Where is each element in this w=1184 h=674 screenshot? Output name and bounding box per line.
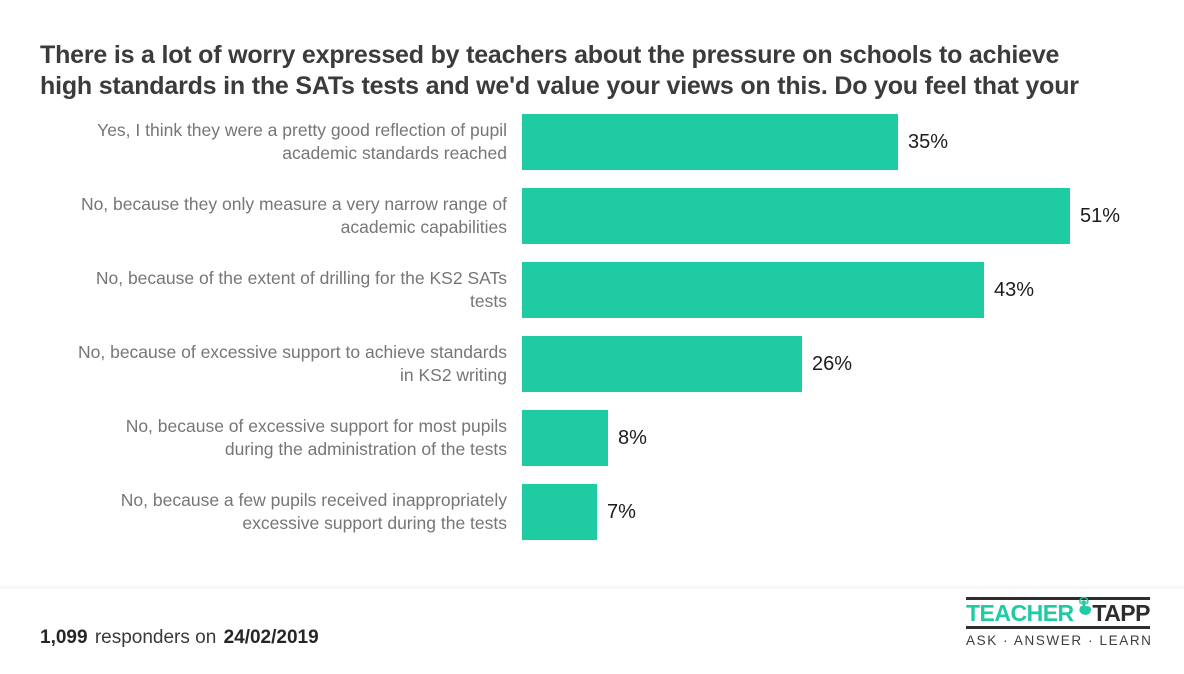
logo-top-rule [966, 597, 1150, 600]
responders-count: 1,099 [40, 627, 88, 648]
bar-row: Yes, I think they were a pretty good ref… [0, 114, 1184, 170]
bar-row: No, because they only measure a very nar… [0, 188, 1184, 244]
category-label: No, because a few pupils received inappr… [120, 490, 507, 533]
bar [522, 262, 984, 318]
logo-tagline: ASK · ANSWER · LEARN [966, 633, 1153, 648]
footer-divider [0, 586, 1184, 589]
category-label: No, because of excessive support to achi… [78, 342, 507, 385]
bar-row: No, because of the extent of drilling fo… [0, 262, 1184, 318]
chart-title: There is a lot of worry expressed by tea… [40, 40, 1154, 102]
bar-value-label: 26% [812, 352, 853, 375]
category-label: No, because of excessive support for mos… [125, 416, 507, 459]
bar-value-label: 35% [908, 130, 949, 153]
footer-date: 24/02/2019 [223, 627, 319, 648]
bar-track: 51% [522, 188, 1184, 244]
bar-track: 35% [522, 114, 1184, 170]
chart-title-line-1: There is a lot of worry expressed by tea… [40, 41, 1060, 69]
bar-row: No, because a few pupils received inappr… [0, 484, 1184, 540]
bar-track: 43% [522, 262, 1184, 318]
bar [522, 484, 597, 540]
bar-row: No, because of excessive support for mos… [0, 410, 1184, 466]
tap-hand-icon [1078, 596, 1091, 615]
responders-text: responders on [94, 627, 217, 648]
logo-brand-teacher: TEACHER [966, 600, 1074, 626]
category-label: No, because they only measure a very nar… [80, 194, 507, 237]
bar-track: 26% [522, 336, 1184, 392]
bar-chart: Yes, I think they were a pretty good ref… [0, 114, 1184, 540]
bar-track: 7% [522, 484, 1184, 540]
logo-wordmark: TEACHER TAPP [966, 591, 1150, 629]
category-label: No, because of the extent of drilling fo… [95, 268, 507, 311]
logo-brand-tapp: TAPP [1092, 600, 1150, 626]
chart-title-line-2: high standards in the SATs tests and we'… [40, 72, 1079, 100]
bar [522, 336, 802, 392]
bar [522, 188, 1070, 244]
category-label: Yes, I think they were a pretty good ref… [97, 120, 507, 163]
bar-value-label: 8% [618, 426, 647, 449]
bar-value-label: 7% [607, 500, 636, 523]
bar-track: 8% [522, 410, 1184, 466]
bar [522, 410, 608, 466]
bar-value-label: 51% [1080, 204, 1121, 227]
bar-row: No, because of excessive support to achi… [0, 336, 1184, 392]
bar-value-label: 43% [994, 278, 1035, 301]
teacher-tapp-logo: TEACHER TAPP ASK · ANSWER · LEARN [966, 591, 1153, 648]
bar [522, 114, 898, 170]
footer-caption: 1,099 responders on 24/02/2019 [40, 627, 319, 649]
